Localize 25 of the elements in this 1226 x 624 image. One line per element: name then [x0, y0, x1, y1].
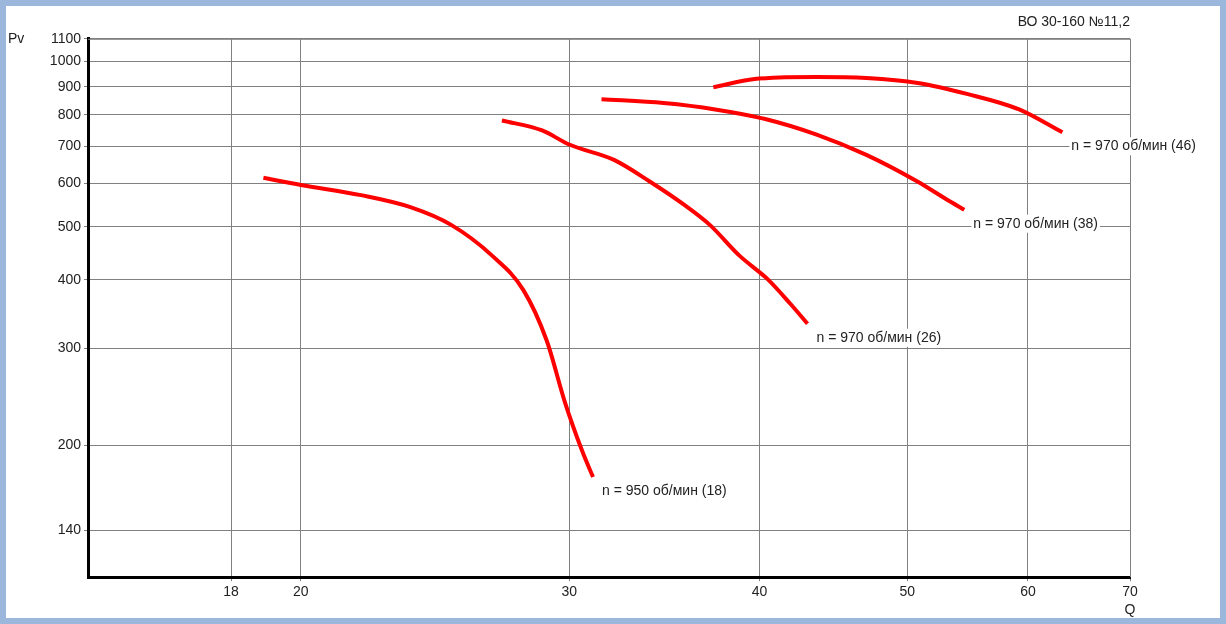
annotation: n = 950 об/мин (18) — [602, 481, 727, 498]
x-tick-label: 40 — [751, 583, 768, 600]
x-tick-label: 60 — [1020, 583, 1036, 600]
x-tick-label: 20 — [293, 583, 309, 600]
y-tick-label: 700 — [57, 137, 82, 154]
y-tick-label: 900 — [57, 77, 82, 94]
y-tick-label: 400 — [57, 270, 82, 287]
y-tick-label: 140 — [57, 521, 82, 538]
x-tick-label: 50 — [899, 583, 916, 600]
chart-title: ВО 30-160 №11,2 — [1017, 13, 1131, 30]
x-axis-title: Q — [1124, 601, 1136, 618]
y-axis-title: Pv — [8, 29, 25, 46]
annotation: n = 970 об/мин (38) — [973, 214, 1098, 231]
x-tick-label: 18 — [223, 583, 240, 600]
x-tick-label: 30 — [561, 583, 578, 600]
y-tick-label: 1100 — [50, 29, 82, 46]
y-tick-label: 1000 — [49, 52, 82, 69]
y-tick-label: 600 — [57, 174, 82, 191]
y-tick-label: 300 — [57, 339, 82, 356]
y-tick-label: 800 — [57, 105, 82, 122]
annotation: n = 970 об/мин (46) — [1071, 137, 1197, 154]
x-tick-label: 70 — [1122, 583, 1138, 600]
annotation: n = 970 об/мин (26) — [816, 328, 942, 345]
y-tick-label: 200 — [57, 436, 82, 453]
y-tick-label: 500 — [57, 217, 82, 234]
